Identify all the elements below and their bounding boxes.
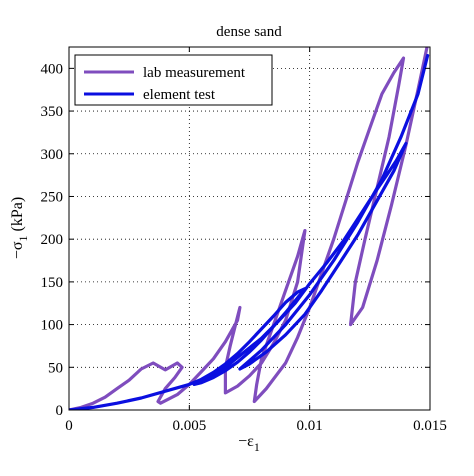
y-tick-label: 100 (41, 318, 64, 334)
tick-labels: 0 0.005 0.01 0.015 0 50 100 150 200 250 300 350 400 (41, 61, 447, 434)
y-tick-label: 50 (48, 360, 63, 376)
legend-box (74, 54, 273, 106)
plot-frame (68, 46, 431, 411)
y-tick-label: 400 (41, 61, 64, 77)
grid (69, 47, 430, 410)
y-tick-label: 300 (41, 147, 64, 163)
series-layer (69, 47, 430, 410)
x-tick-label: 0.01 (297, 418, 323, 434)
series-line-lab-measurement (69, 47, 429, 410)
x-tick-label: 0.005 (172, 418, 206, 434)
y-tick-label: 200 (41, 232, 64, 248)
legend-label-element-test: element test (143, 87, 216, 103)
y-tick-label: 0 (56, 403, 64, 419)
x-axis-label: −ε1 (238, 433, 260, 454)
y-tick-label: 250 (41, 189, 64, 205)
legend: lab measurement element test (74, 54, 273, 106)
chart-title: dense sand (216, 24, 282, 40)
y-tick-label: 150 (41, 275, 64, 291)
legend-label-lab-measurement: lab measurement (143, 65, 246, 81)
ticks (68, 47, 431, 411)
x-tick-label: 0.015 (413, 418, 447, 434)
y-tick-label: 350 (41, 104, 64, 120)
x-tick-label: 0 (65, 418, 73, 434)
series-line-element-test (69, 53, 430, 410)
y-axis-label: −σ1 (kPa) (9, 197, 30, 259)
